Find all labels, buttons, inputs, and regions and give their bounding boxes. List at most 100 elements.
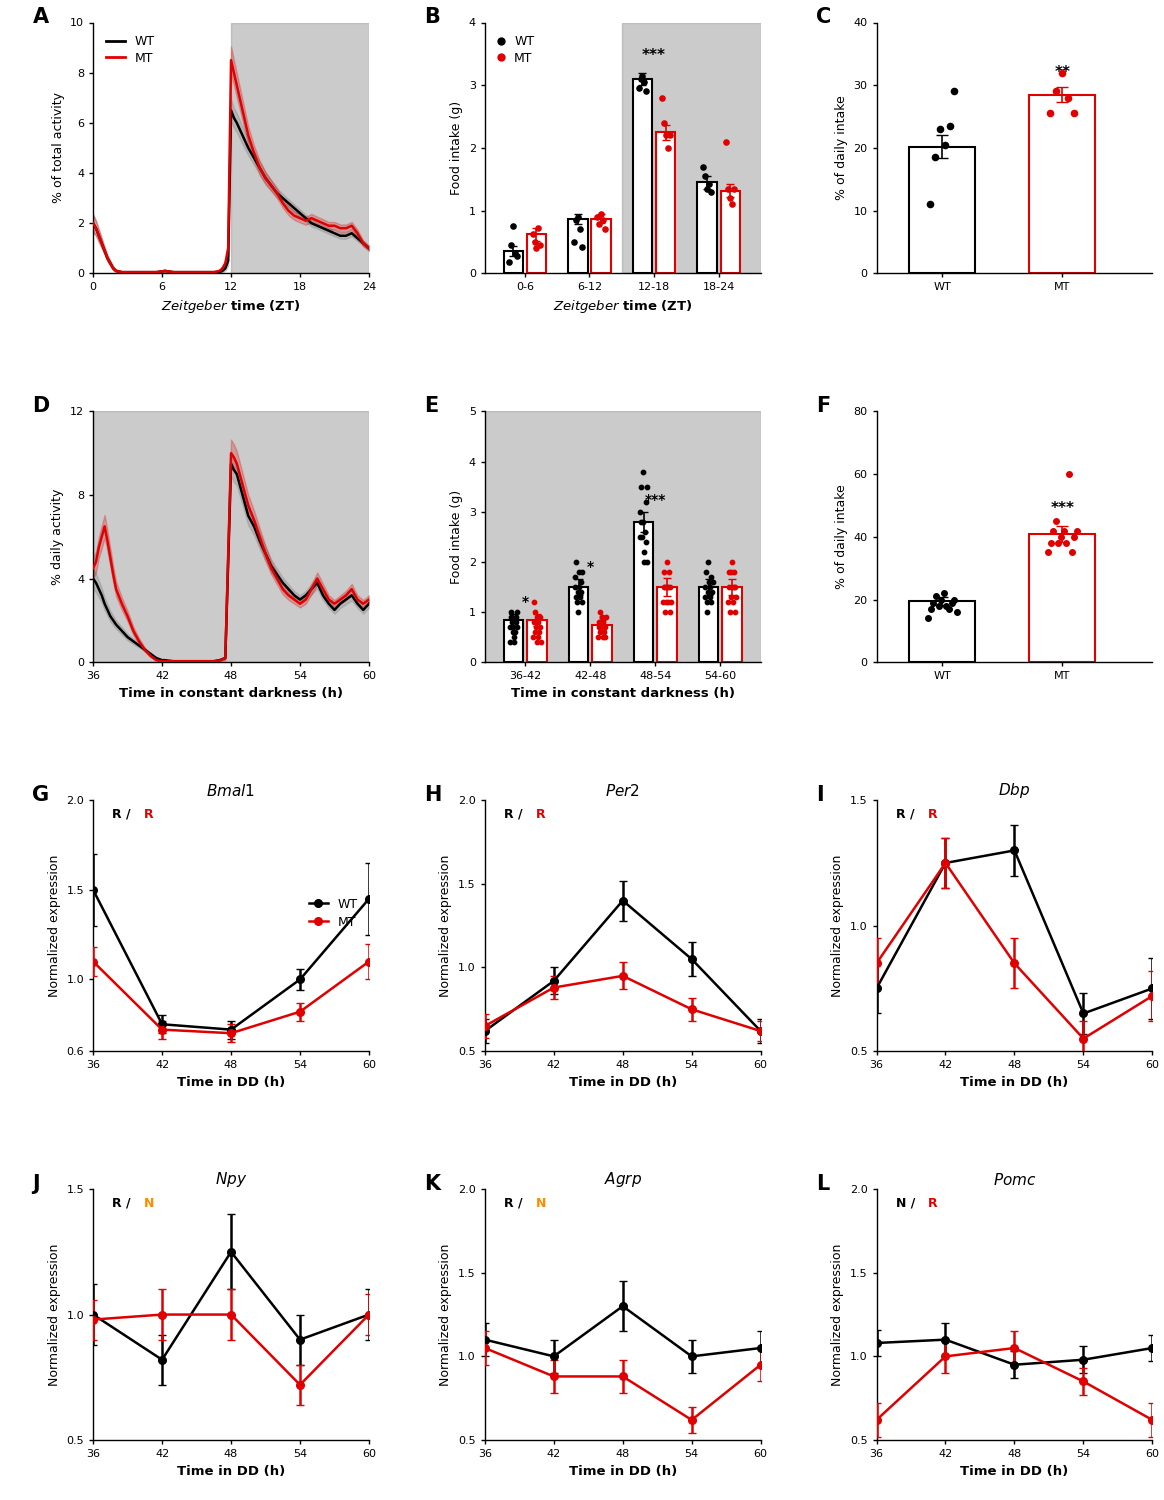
Point [570,217,589,242]
Text: K: K [424,1174,440,1194]
Y-axis label: Food intake (g): Food intake (g) [450,490,463,584]
Point [589,626,608,650]
Point [596,626,615,650]
Point [719,177,738,201]
Bar [592,624,611,663]
Point [637,489,655,513]
Point [592,604,611,628]
Point [531,615,549,639]
Y-axis label: Normalized expression: Normalized expression [440,1244,453,1386]
Point [631,68,650,92]
Point [927,146,945,170]
Point [630,76,648,101]
Point [573,236,591,260]
Point [698,550,717,574]
X-axis label: $\mathit{Zeitgeber}$ time (ZT): $\mathit{Zeitgeber}$ time (ZT) [162,298,300,315]
Point [633,525,652,549]
Point [567,209,585,232]
Point [929,594,947,618]
Point [1059,462,1078,486]
Point [502,600,520,624]
Text: *: * [521,594,528,609]
Text: L: L [816,1174,829,1194]
Text: N /: N / [896,1197,920,1209]
Point [941,114,959,138]
Point [570,585,589,609]
Point [570,574,589,598]
Point [658,550,676,574]
Point [502,604,520,628]
Text: R /: R / [113,808,135,820]
Text: G: G [33,784,50,806]
Point [700,580,718,604]
Point [588,206,606,230]
Point [527,604,546,628]
Bar [698,586,718,663]
X-axis label: $\mathit{Zeitgeber}$ time (ZT): $\mathit{Zeitgeber}$ time (ZT) [553,298,693,315]
Point [591,615,610,639]
Point [637,80,655,104]
Text: R /: R / [113,1197,135,1209]
Text: I: I [816,784,823,806]
Point [660,560,679,584]
Point [596,604,615,628]
Bar [93,411,369,663]
Point [724,574,743,598]
Bar [504,252,523,273]
Title: $\it{Dbp}$: $\it{Dbp}$ [999,782,1030,800]
Point [937,594,956,618]
Point [656,590,675,613]
Point [589,610,608,634]
Text: R: R [928,1197,937,1209]
Point [661,590,680,613]
Point [722,585,740,609]
Y-axis label: Normalized expression: Normalized expression [831,855,844,998]
Point [1042,531,1060,555]
Point [696,560,715,584]
Point [569,600,588,624]
Point [508,244,526,268]
Point [1067,519,1086,543]
Point [703,580,722,604]
Text: J: J [33,1174,40,1194]
Point [1038,540,1057,564]
Point [503,615,521,639]
Point [525,230,544,254]
Point [591,202,610,226]
Point [633,64,652,88]
X-axis label: Time in DD (h): Time in DD (h) [960,1464,1069,1478]
Point [594,610,612,634]
Point [654,574,673,598]
Point [661,574,680,598]
Point [655,560,674,584]
Point [701,585,719,609]
Point [695,585,714,609]
Point [525,590,544,613]
Bar [909,147,975,273]
Y-axis label: % of daily intake: % of daily intake [835,96,847,201]
Bar [721,190,740,273]
Point [634,550,653,574]
Text: D: D [33,396,50,417]
Point [530,620,548,644]
Point [566,574,584,598]
Point [572,570,590,594]
Point [656,574,675,598]
Point [659,590,677,613]
Title: $\it{Pomc}$: $\it{Pomc}$ [993,1172,1036,1188]
Text: R /: R / [504,1197,527,1209]
Text: E: E [424,396,439,417]
Point [636,70,654,94]
Text: R: R [535,808,546,820]
Point [700,172,718,196]
Title: $\it{Npy}$: $\it{Npy}$ [215,1170,247,1190]
Point [1065,525,1084,549]
Point [722,560,740,584]
Point [502,232,520,256]
Legend: WT, MT: WT, MT [304,892,363,933]
Bar [569,586,588,663]
Point [501,615,519,639]
Point [638,474,656,498]
Point [660,600,679,624]
Point [631,525,650,549]
